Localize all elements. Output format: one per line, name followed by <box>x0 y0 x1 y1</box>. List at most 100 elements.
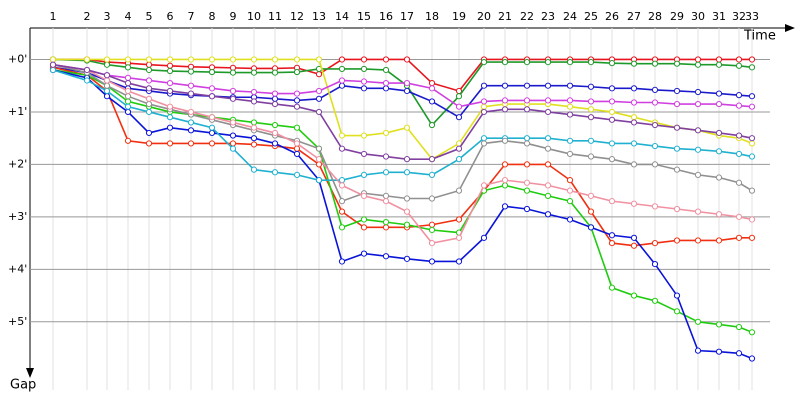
point <box>694 61 702 68</box>
point <box>523 106 531 113</box>
point <box>694 347 702 354</box>
x-tick-label: 25 <box>584 10 598 23</box>
point <box>630 234 638 241</box>
point <box>587 208 595 215</box>
point <box>523 179 531 186</box>
point <box>271 129 279 137</box>
x-tick-label: 27 <box>627 10 641 23</box>
point <box>608 232 616 239</box>
point <box>673 124 681 131</box>
x-tick-label: 33 <box>745 10 759 23</box>
point <box>715 148 723 155</box>
point <box>250 141 258 148</box>
point <box>360 250 368 257</box>
point <box>566 103 574 110</box>
point <box>673 166 681 173</box>
point <box>315 56 323 63</box>
point <box>293 150 301 158</box>
point <box>630 60 638 67</box>
point <box>382 66 390 74</box>
point <box>651 260 659 268</box>
point <box>187 82 195 89</box>
point <box>360 56 368 63</box>
point <box>651 297 659 304</box>
point <box>455 114 463 121</box>
point <box>748 234 756 241</box>
point <box>428 226 436 234</box>
point <box>250 69 258 76</box>
point <box>715 129 723 137</box>
point <box>315 156 323 163</box>
point <box>544 97 552 104</box>
point <box>293 56 301 63</box>
point <box>694 237 702 244</box>
x-tick-label: 5 <box>146 10 153 23</box>
point <box>630 119 638 126</box>
point <box>651 86 659 94</box>
x-tick-label: 1 <box>50 10 57 23</box>
point <box>566 150 574 158</box>
point <box>338 56 346 63</box>
point <box>103 56 111 63</box>
point <box>338 224 346 231</box>
point <box>250 135 258 142</box>
point <box>630 99 638 106</box>
point <box>694 208 702 215</box>
point <box>735 350 743 357</box>
point <box>566 97 574 104</box>
point <box>608 60 616 67</box>
point <box>735 132 743 139</box>
x-tick-label: 13 <box>312 10 326 23</box>
point <box>523 59 531 66</box>
point <box>208 124 216 131</box>
point <box>501 106 509 113</box>
point <box>315 177 323 184</box>
point <box>124 79 132 87</box>
point <box>145 108 153 116</box>
point <box>208 129 216 137</box>
point <box>501 82 509 89</box>
point <box>715 348 723 355</box>
point <box>715 211 723 218</box>
point <box>480 182 488 189</box>
point <box>338 198 346 205</box>
point <box>382 79 390 87</box>
point <box>293 124 301 131</box>
point <box>501 203 509 210</box>
point <box>360 224 368 231</box>
point <box>124 108 132 116</box>
point <box>544 59 552 66</box>
point <box>735 62 743 69</box>
point <box>271 90 279 97</box>
point <box>455 145 463 152</box>
point <box>187 140 195 147</box>
point <box>501 182 509 189</box>
point <box>428 258 436 265</box>
series-line <box>52 66 752 247</box>
point <box>145 140 153 147</box>
x-tick-label: 30 <box>691 10 705 23</box>
point <box>315 71 323 78</box>
point <box>480 98 488 105</box>
point <box>124 64 132 71</box>
y-tick-label: +4' <box>8 262 27 275</box>
point <box>293 171 301 178</box>
point <box>403 221 411 228</box>
point <box>382 85 390 92</box>
point <box>523 135 531 142</box>
point <box>544 135 552 142</box>
point <box>715 174 723 181</box>
point <box>382 129 390 137</box>
point <box>428 171 436 178</box>
point <box>338 177 346 184</box>
point <box>229 145 237 152</box>
point <box>166 62 174 69</box>
point <box>630 292 638 299</box>
point <box>735 179 743 186</box>
point <box>523 82 531 89</box>
point <box>403 195 411 202</box>
point <box>271 169 279 176</box>
point <box>315 145 323 152</box>
x-tick-label: 21 <box>498 10 512 23</box>
point <box>166 56 174 63</box>
